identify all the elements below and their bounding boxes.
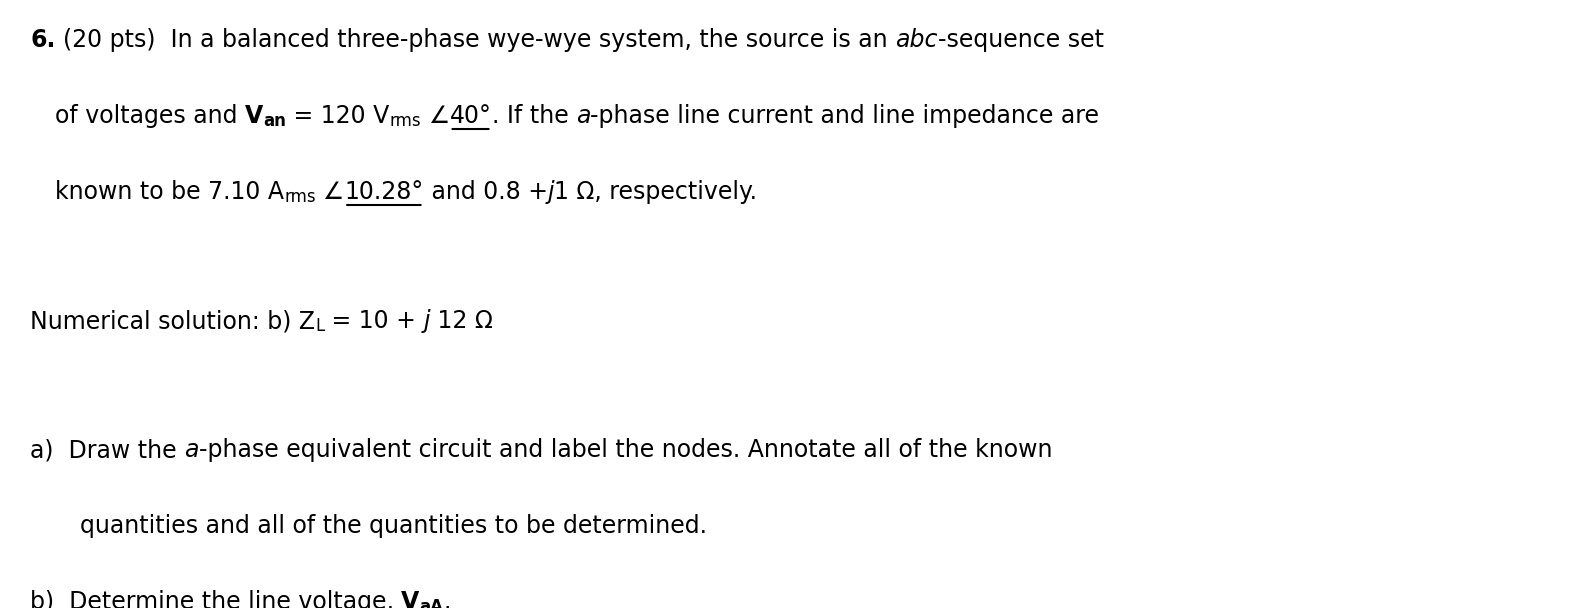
Text: a)  Draw the: a) Draw the — [30, 438, 184, 463]
Text: = 10 +: = 10 + — [324, 309, 423, 333]
Text: 12 Ω: 12 Ω — [431, 309, 493, 333]
Text: an: an — [263, 112, 286, 130]
Text: ∠: ∠ — [322, 180, 345, 204]
Text: aA: aA — [420, 598, 444, 608]
Text: = 120 V: = 120 V — [286, 104, 389, 128]
Text: of voltages and: of voltages and — [54, 104, 246, 128]
Text: 10.28°: 10.28° — [345, 180, 423, 204]
Text: 1 Ω, respectively.: 1 Ω, respectively. — [554, 180, 757, 204]
Text: rms: rms — [389, 112, 421, 130]
Text: ∠: ∠ — [428, 104, 450, 128]
Text: Numerical solution: b) Z: Numerical solution: b) Z — [30, 309, 314, 333]
Text: 6.: 6. — [30, 28, 56, 52]
Text: (20 pts)  In a balanced three-phase wye-wye system, the source is an: (20 pts) In a balanced three-phase wye-w… — [64, 28, 895, 52]
Text: rms: rms — [284, 188, 316, 206]
Text: j: j — [423, 309, 431, 333]
Text: j: j — [547, 180, 554, 204]
Text: -sequence set: -sequence set — [938, 28, 1104, 52]
Text: known to be 7.10 A: known to be 7.10 A — [54, 180, 284, 204]
Text: .: . — [444, 590, 452, 608]
Text: a: a — [184, 438, 198, 463]
Text: abc: abc — [895, 28, 938, 52]
Text: b)  Determine the line voltage,: b) Determine the line voltage, — [30, 590, 401, 608]
Text: -phase equivalent circuit and label the nodes. Annotate all of the known: -phase equivalent circuit and label the … — [198, 438, 1052, 463]
Text: . If the: . If the — [492, 104, 576, 128]
Text: and 0.8 +: and 0.8 + — [423, 180, 547, 204]
Text: 40°: 40° — [450, 104, 492, 128]
Text: a: a — [576, 104, 591, 128]
Text: L: L — [314, 317, 324, 335]
Text: quantities and all of the quantities to be determined.: quantities and all of the quantities to … — [80, 514, 707, 539]
Text: V: V — [246, 104, 263, 128]
Text: V: V — [401, 590, 420, 608]
Text: -phase line current and line impedance are: -phase line current and line impedance a… — [591, 104, 1100, 128]
